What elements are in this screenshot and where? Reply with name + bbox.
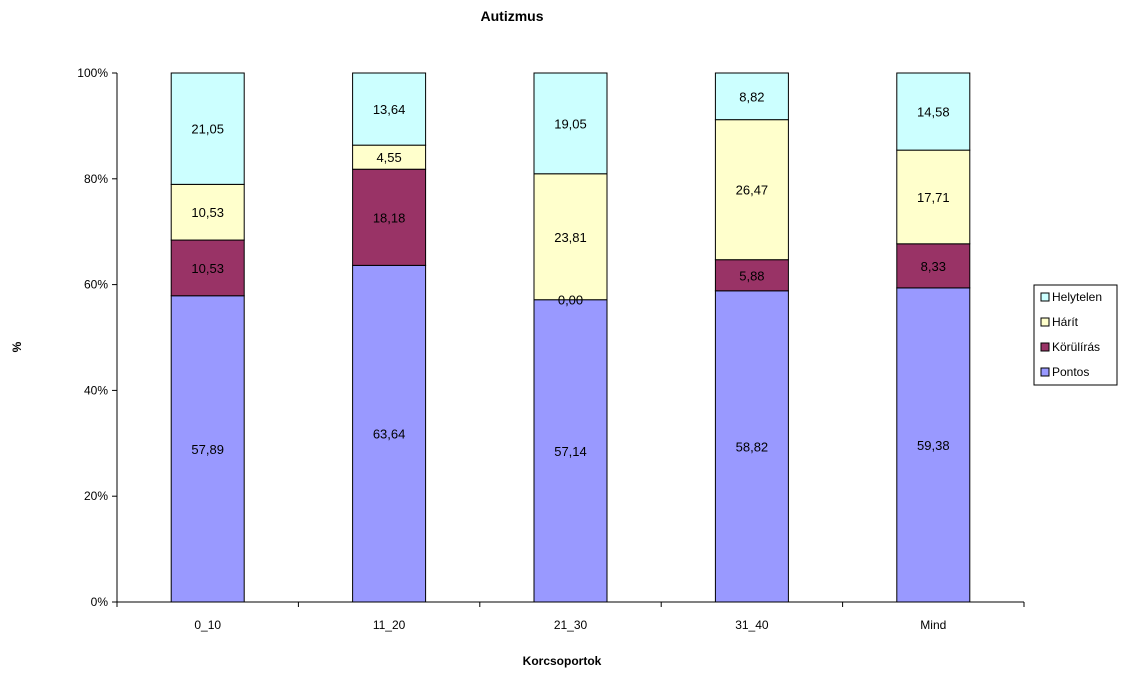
data-label: 8,33	[921, 259, 946, 274]
data-label: 0,00	[558, 293, 583, 308]
bar-segment	[352, 168, 427, 266]
bar-segment	[352, 144, 427, 170]
x-tick-label: 21_30	[554, 618, 588, 632]
data-label: 8,82	[739, 89, 764, 104]
y-tick-label: 100%	[77, 66, 108, 80]
x-tick-label: 31_40	[735, 618, 769, 632]
data-label: 19,05	[554, 116, 587, 131]
y-tick-label: 0%	[91, 595, 109, 609]
bar-segment	[170, 295, 245, 603]
bar-segment	[533, 72, 608, 175]
y-tick-label: 60%	[84, 278, 108, 292]
data-label: 10,53	[191, 261, 224, 276]
data-label: 63,64	[373, 427, 406, 442]
bar-segment	[896, 287, 971, 603]
bar-segment	[170, 183, 245, 241]
legend: Helytelen Hárít Körülírás Pontos	[1033, 284, 1118, 386]
data-label: 4,55	[376, 150, 401, 165]
bar-segment	[896, 72, 971, 151]
chart-title: Autizmus	[481, 8, 544, 24]
data-label: 21,05	[191, 122, 224, 137]
data-label: 23,81	[554, 230, 587, 245]
data-label: 57,89	[191, 442, 224, 457]
y-tick-label: 40%	[84, 383, 108, 397]
data-label: 5,88	[739, 268, 764, 283]
x-tick-label: 0_10	[194, 618, 221, 632]
legend-swatch	[1040, 342, 1050, 352]
x-tick-label: Mind	[920, 618, 946, 632]
y-tick-label: 20%	[84, 489, 108, 503]
data-label: 57,14	[554, 444, 587, 459]
bar-segment	[352, 72, 427, 146]
bar-segment	[170, 239, 245, 297]
data-label: 26,47	[736, 183, 769, 198]
data-label: 58,82	[736, 439, 769, 454]
plot-area: 0% 20% 40% 60% 80% 100% 0_10 11_20 21_30 31_40 Min…	[77, 66, 1025, 632]
y-tick-label: 80%	[84, 172, 108, 186]
bar-segment	[714, 290, 789, 603]
bar-segment	[714, 259, 789, 292]
legend-item-label: Hárít	[1052, 315, 1079, 329]
legend-swatch	[1040, 367, 1050, 377]
data-label: 18,18	[373, 210, 406, 225]
bar-segment	[896, 243, 971, 289]
bar-segment	[170, 72, 245, 185]
bar-segment	[714, 119, 789, 261]
legend-item-label: Pontos	[1052, 365, 1089, 379]
data-label: 17,71	[917, 190, 950, 205]
data-label: 59,38	[917, 438, 950, 453]
y-axis-label: %	[10, 341, 24, 352]
bar-segment	[714, 72, 789, 121]
bar-segment	[533, 173, 608, 301]
legend-item-label: Körülírás	[1052, 340, 1100, 354]
bar-segment	[352, 264, 427, 603]
legend-swatch	[1040, 317, 1050, 327]
legend-swatch	[1040, 292, 1050, 302]
data-label: 13,64	[373, 102, 406, 117]
x-axis-label: Korcsoportok	[523, 654, 602, 668]
legend-item-label: Helytelen	[1052, 290, 1102, 304]
bar-segment	[533, 299, 608, 603]
bar-segment	[896, 149, 971, 245]
data-label: 10,53	[191, 205, 224, 220]
data-label: 14,58	[917, 105, 950, 120]
x-tick-label: 11_20	[373, 618, 406, 632]
